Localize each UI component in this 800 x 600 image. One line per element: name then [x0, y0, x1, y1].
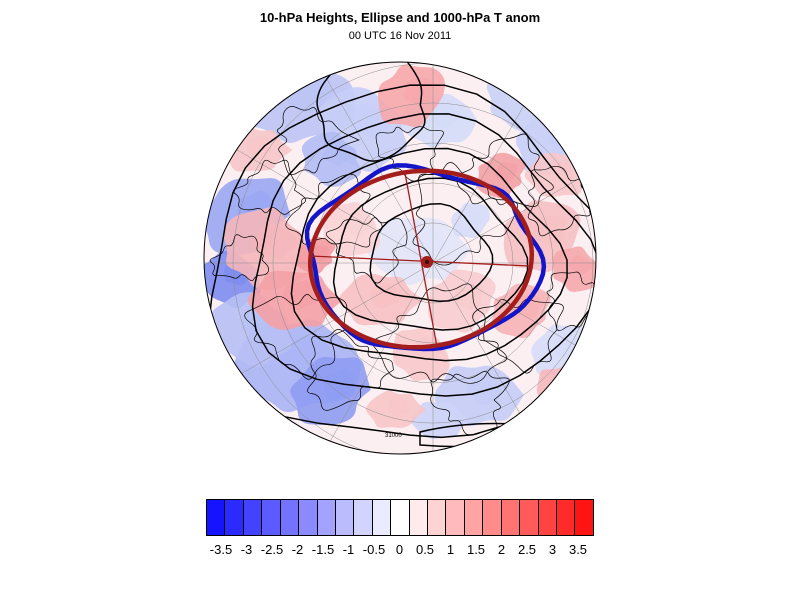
- map-border: [203, 61, 597, 455]
- contour-label: 31000: [385, 433, 402, 439]
- colorbar-tick-label: -3.5: [209, 542, 233, 557]
- colorbar-tick-label: 0: [395, 542, 404, 557]
- colorbar-box: [372, 500, 392, 535]
- map-subtitle: 00 UTC 16 Nov 2011: [348, 30, 452, 42]
- colorbar-box: [299, 500, 318, 535]
- ellipse-minor-axis: [404, 172, 438, 348]
- colorbar-box: [483, 500, 502, 535]
- colorbar-box: [391, 500, 410, 535]
- colorbar-box: [225, 500, 244, 535]
- colorbar-tick-label: -2.5: [260, 542, 284, 557]
- colorbar-tick-label: -2: [291, 542, 304, 557]
- ellipse-major-axis: [309, 255, 531, 267]
- colorbar-box: [243, 500, 263, 535]
- colorbar-box: [280, 500, 300, 535]
- colorbar-box: [446, 500, 465, 535]
- graticule: [204, 62, 596, 454]
- colorbar-tick-label: 0.5: [415, 542, 435, 557]
- colorbar-box: [428, 500, 447, 535]
- map-title: 10-hPa Heights, Ellipse and 1000-hPa T a…: [259, 10, 541, 25]
- colorbar-box: [501, 500, 521, 535]
- colorbar-box: [538, 500, 558, 535]
- colorbar-tick-label: 3: [548, 542, 557, 557]
- colorbar-tick-label: -1: [342, 542, 355, 557]
- colorbar-box: [409, 500, 429, 535]
- colorbar-box: [520, 500, 539, 535]
- colorbar-box: [262, 500, 281, 535]
- colorbar-box: [557, 500, 576, 535]
- colorbar-tick-label: 2: [497, 542, 506, 557]
- colorbar-tick-label: -3: [240, 542, 253, 557]
- fitted-ellipse: [307, 168, 535, 350]
- colorbar-box: [207, 500, 226, 535]
- colorbar-box: [464, 500, 484, 535]
- colorbar-tick-label: 3.5: [568, 542, 588, 557]
- colorbar-tick-label: -0.5: [362, 542, 386, 557]
- colorbar-box: [317, 500, 336, 535]
- colorbar-box: [354, 500, 373, 535]
- colorbar: [206, 499, 594, 536]
- colorbar-tick-label: 2.5: [517, 542, 537, 557]
- ellipse-center-dot: [425, 260, 429, 264]
- colorbar-tick-label: 1: [446, 542, 455, 557]
- colorbar-box: [575, 500, 593, 535]
- colorbar-tick-label: -1.5: [311, 542, 335, 557]
- colorbar-box: [335, 500, 355, 535]
- colorbar-tick-label: 1.5: [466, 542, 486, 557]
